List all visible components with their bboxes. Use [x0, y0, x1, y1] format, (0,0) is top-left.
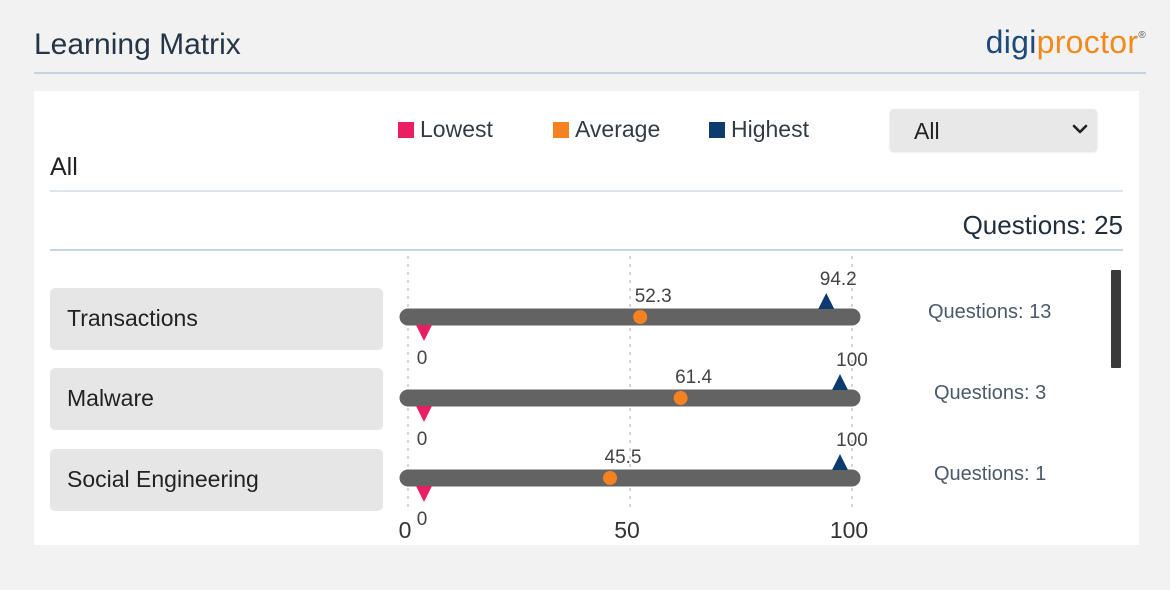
average-value-label: 52.3: [635, 286, 672, 307]
average-value-label: 61.4: [675, 367, 712, 388]
highest-value-label: 100: [836, 350, 868, 371]
average-marker: [633, 310, 648, 324]
total-questions: Questions: 25: [962, 210, 1123, 240]
topic-filter-select[interactable]: All: [890, 109, 1097, 151]
page-header: Learning Matrix digiproctor®: [34, 0, 1146, 74]
axis-tick-label: 100: [830, 517, 868, 543]
page-title: Learning Matrix: [34, 28, 241, 61]
lowest-value-label: 0: [417, 348, 428, 369]
lowest-value-label: 0: [417, 429, 428, 450]
topic-button-malware[interactable]: Malware: [50, 368, 383, 430]
legend-average: Average: [553, 116, 660, 143]
chart-scrollbar[interactable]: [1111, 270, 1121, 368]
current-filter-label: All: [50, 153, 78, 181]
lowest-marker: [416, 406, 432, 422]
topic-filter-value: All: [914, 118, 940, 144]
divider: [50, 249, 1123, 251]
axis-tick-label: 50: [614, 517, 640, 543]
topic-label: Malware: [67, 385, 154, 411]
legend-lowest: Lowest: [398, 116, 493, 143]
legend-highest: Highest: [709, 116, 809, 143]
highest-marker: [832, 374, 848, 390]
lowest-marker: [416, 486, 432, 502]
legend-swatch-highest: [709, 121, 725, 138]
average-marker: [603, 471, 618, 485]
highest-value-label: 100: [836, 430, 868, 451]
lowest-marker: [416, 325, 432, 341]
average-value-label: 45.5: [605, 447, 642, 468]
legend-swatch-lowest: [398, 121, 414, 138]
axis-tick-label: 0: [399, 517, 412, 543]
chevron-down-icon: [1072, 124, 1088, 134]
legend-swatch-average: [553, 121, 569, 138]
lowest-value-label: 0: [417, 509, 428, 530]
row-questions-social-engineering: Questions: 1: [934, 463, 1047, 485]
topic-button-transactions[interactable]: Transactions: [50, 288, 383, 350]
topic-label: Transactions: [67, 305, 198, 331]
highest-marker: [832, 454, 848, 470]
average-marker: [673, 391, 688, 405]
row-questions-transactions: Questions: 13: [928, 301, 1052, 323]
topic-button-social-engineering[interactable]: Social Engineering: [50, 449, 383, 511]
highest-marker: [818, 293, 835, 309]
topic-label: Social Engineering: [67, 466, 259, 492]
digiproctor-logo: digiproctor®: [985, 24, 1146, 60]
highest-value-label: 94.2: [820, 269, 857, 290]
row-questions-malware: Questions: 3: [934, 382, 1047, 404]
divider: [50, 190, 1123, 192]
